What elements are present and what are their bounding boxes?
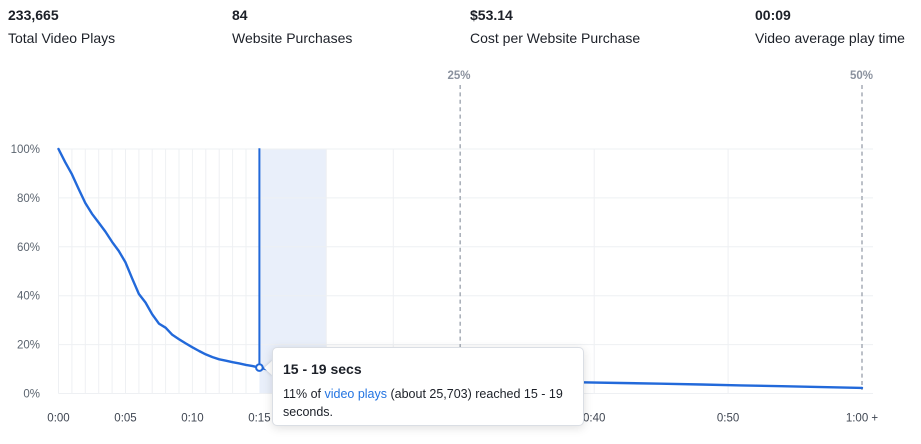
svg-text:50%: 50%	[850, 70, 873, 82]
svg-text:0:50: 0:50	[717, 413, 739, 425]
svg-text:0%: 0%	[23, 389, 40, 401]
svg-text:80%: 80%	[17, 193, 40, 205]
svg-text:1:00 +: 1:00 +	[846, 413, 879, 425]
svg-text:25%: 25%	[447, 70, 470, 82]
svg-text:0:15: 0:15	[248, 413, 270, 425]
svg-text:0:05: 0:05	[114, 413, 136, 425]
svg-text:60%: 60%	[17, 242, 40, 254]
svg-text:0:40: 0:40	[583, 413, 605, 425]
svg-text:100%: 100%	[11, 144, 40, 156]
svg-text:0:10: 0:10	[181, 413, 203, 425]
svg-text:0:00: 0:00	[47, 413, 69, 425]
svg-text:20%: 20%	[17, 340, 40, 352]
svg-text:40%: 40%	[17, 291, 40, 303]
